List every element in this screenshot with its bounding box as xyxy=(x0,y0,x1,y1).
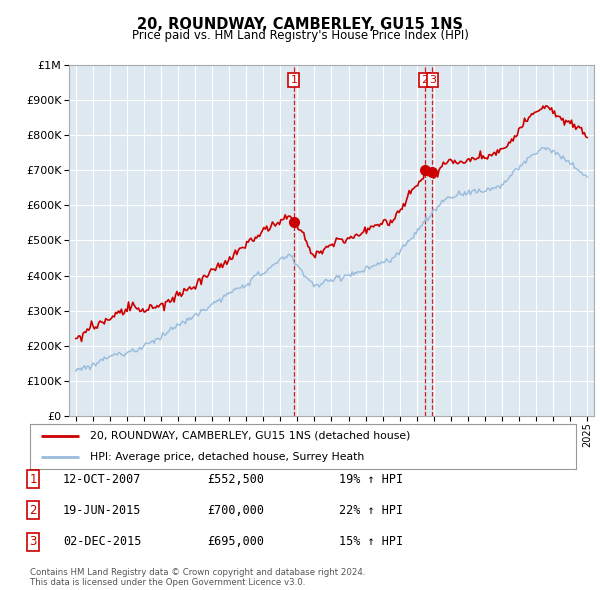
Text: £700,000: £700,000 xyxy=(207,504,264,517)
Text: 20, ROUNDWAY, CAMBERLEY, GU15 1NS: 20, ROUNDWAY, CAMBERLEY, GU15 1NS xyxy=(137,17,463,31)
Text: 19-JUN-2015: 19-JUN-2015 xyxy=(63,504,142,517)
Text: 3: 3 xyxy=(429,76,436,86)
Text: 1: 1 xyxy=(29,473,37,486)
Text: 22% ↑ HPI: 22% ↑ HPI xyxy=(339,504,403,517)
Text: 02-DEC-2015: 02-DEC-2015 xyxy=(63,535,142,548)
Text: £552,500: £552,500 xyxy=(207,473,264,486)
Text: Price paid vs. HM Land Registry's House Price Index (HPI): Price paid vs. HM Land Registry's House … xyxy=(131,30,469,42)
Text: 19% ↑ HPI: 19% ↑ HPI xyxy=(339,473,403,486)
Text: 15% ↑ HPI: 15% ↑ HPI xyxy=(339,535,403,548)
Text: 2: 2 xyxy=(421,76,428,86)
Text: 12-OCT-2007: 12-OCT-2007 xyxy=(63,473,142,486)
Text: 3: 3 xyxy=(29,535,37,548)
Text: £695,000: £695,000 xyxy=(207,535,264,548)
Text: 20, ROUNDWAY, CAMBERLEY, GU15 1NS (detached house): 20, ROUNDWAY, CAMBERLEY, GU15 1NS (detac… xyxy=(90,431,410,441)
Text: 2: 2 xyxy=(29,504,37,517)
Text: HPI: Average price, detached house, Surrey Heath: HPI: Average price, detached house, Surr… xyxy=(90,452,364,462)
Text: 1: 1 xyxy=(290,76,298,86)
Text: Contains HM Land Registry data © Crown copyright and database right 2024.: Contains HM Land Registry data © Crown c… xyxy=(30,568,365,577)
Text: This data is licensed under the Open Government Licence v3.0.: This data is licensed under the Open Gov… xyxy=(30,578,305,587)
